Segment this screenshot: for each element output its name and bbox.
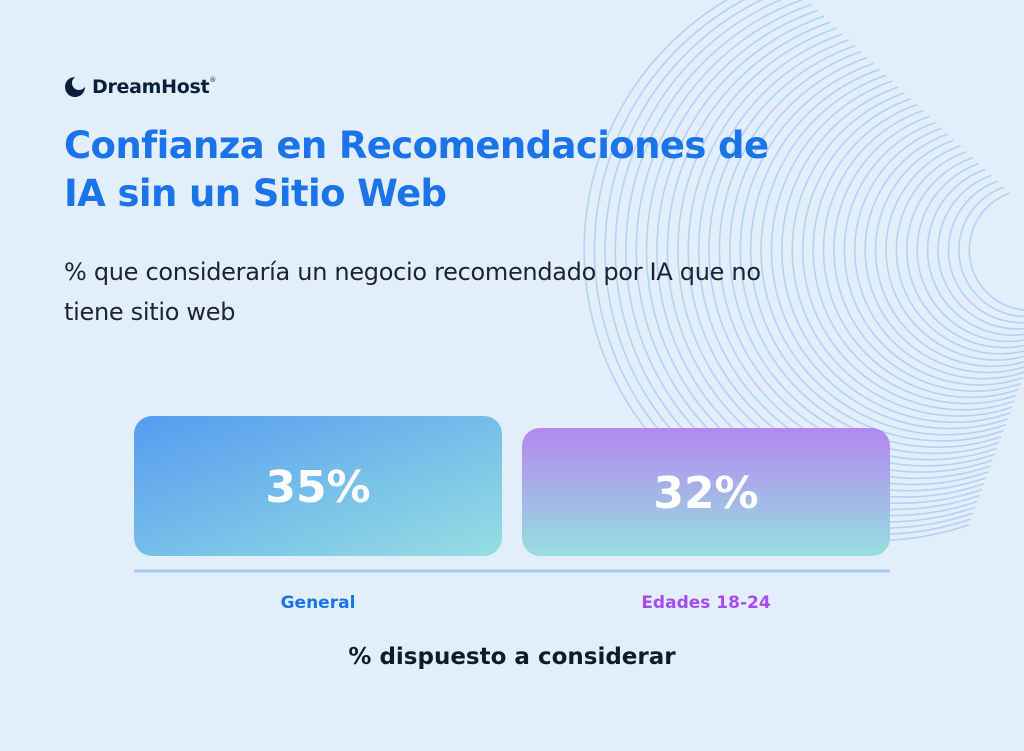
chart-title: Confianza en Recomendaciones de IA sin u…	[64, 124, 769, 215]
x-axis-label: % dispuesto a considerar	[348, 644, 676, 670]
chart-subtitle: % que consideraría un negocio recomendad…	[64, 258, 761, 326]
data-label-edades-18-24: 32%	[653, 468, 758, 519]
dreamhost-logo: DreamHost ®	[64, 74, 216, 100]
category-label-edades-18-24: Edades 18-24	[641, 593, 771, 613]
crescent-moon-icon	[65, 76, 86, 97]
trademark-symbol: ®	[209, 76, 217, 84]
category-label-general: General	[281, 593, 356, 613]
bar-edades-18-24	[522, 428, 890, 556]
bar-general	[134, 416, 502, 556]
data-label-general: 35%	[265, 462, 370, 513]
brand-name: DreamHost	[92, 76, 210, 98]
